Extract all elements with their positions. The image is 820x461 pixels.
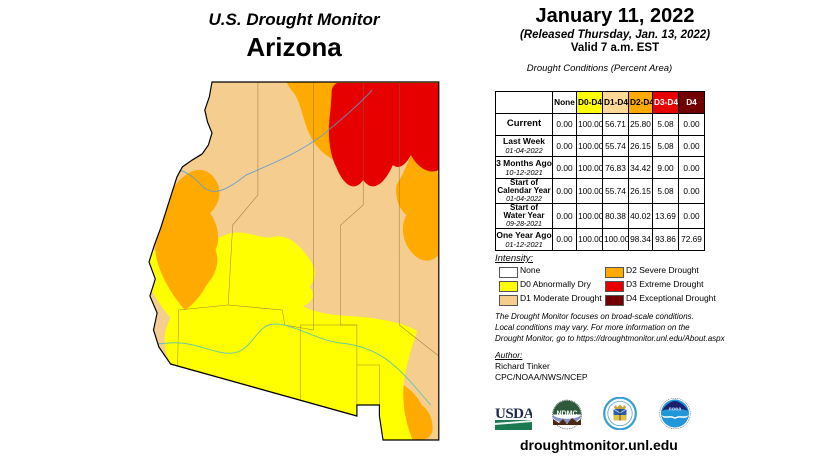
svg-text:NDMC: NDMC [557, 411, 578, 418]
svg-text:noaa: noaa [669, 407, 682, 413]
svg-text:USDA: USDA [495, 406, 532, 422]
